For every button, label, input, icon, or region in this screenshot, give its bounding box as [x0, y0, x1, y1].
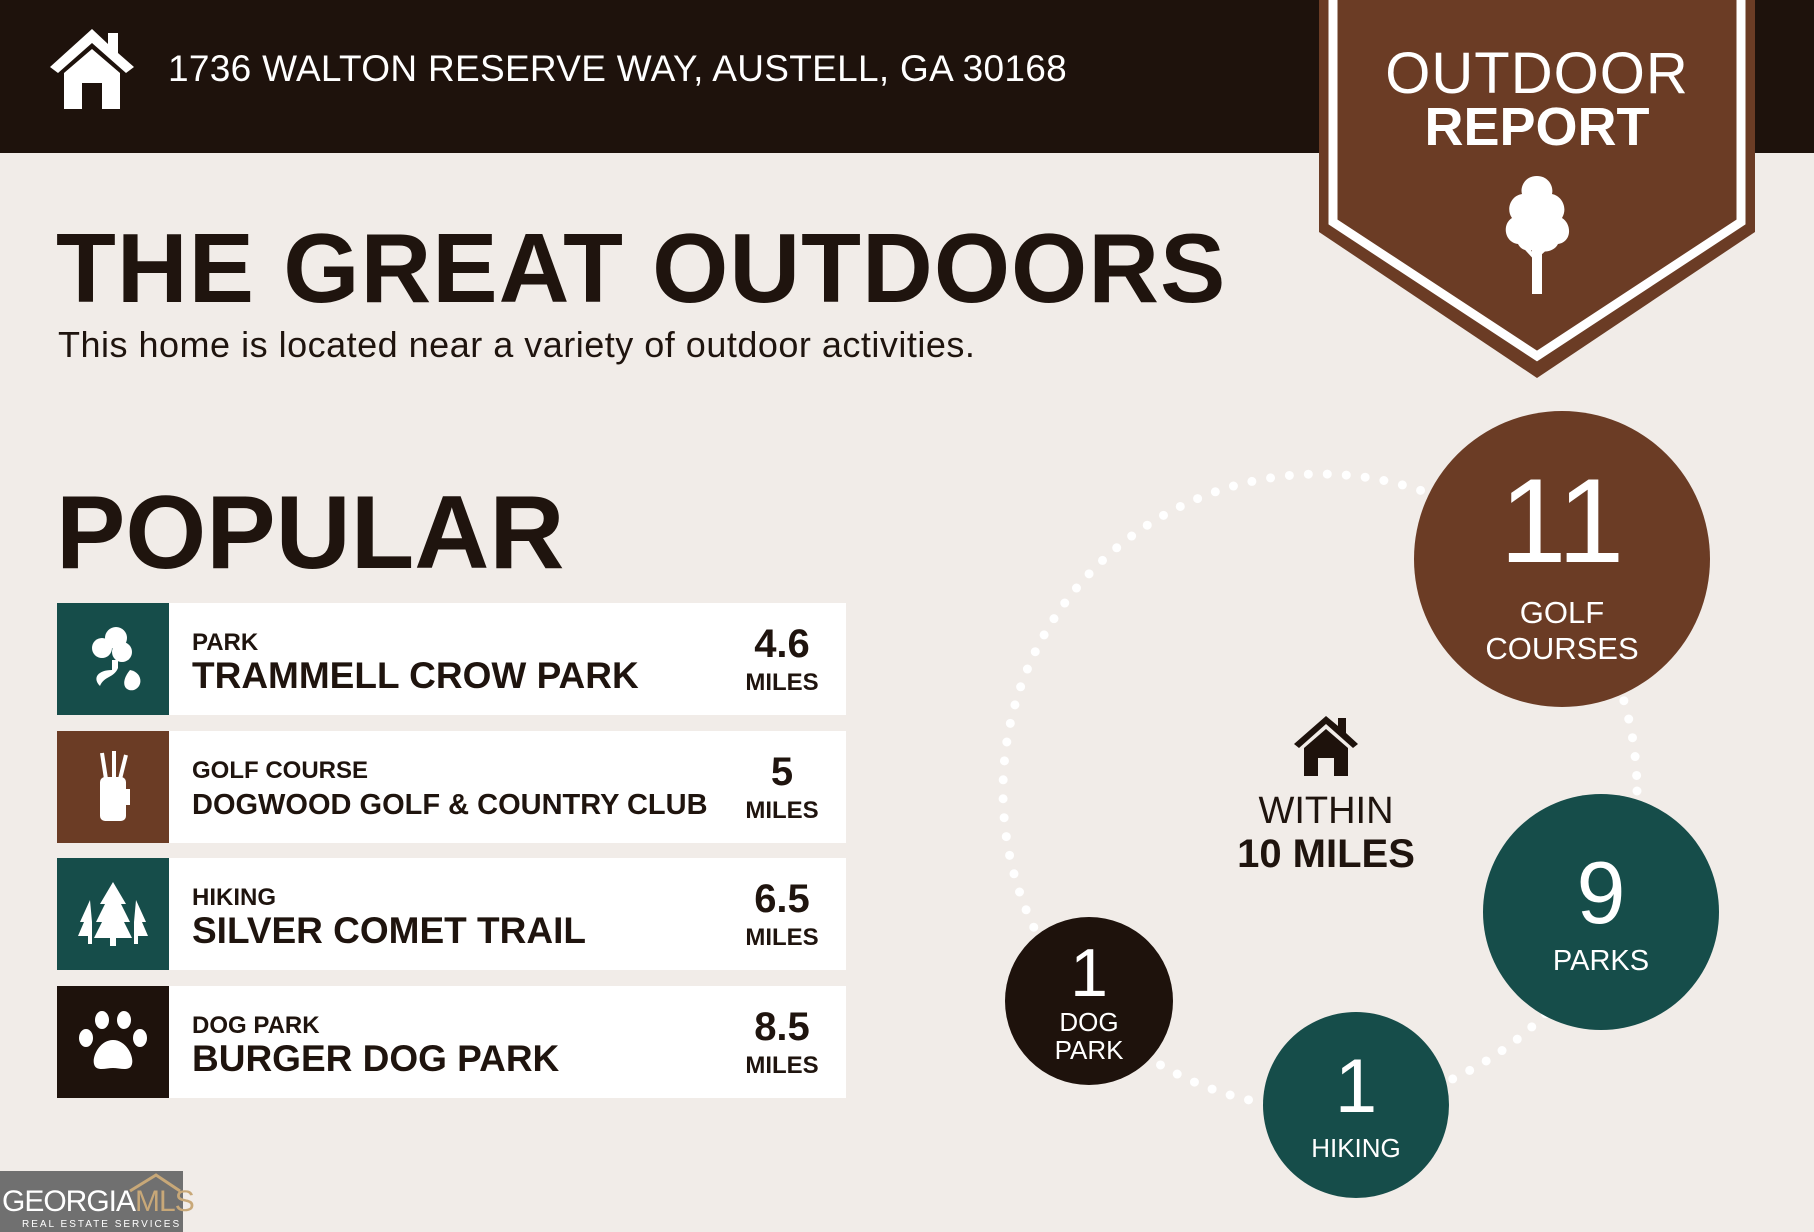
- count: 1: [1070, 935, 1108, 1011]
- item-name: BURGER DOG PARK: [192, 1038, 560, 1079]
- golf-bag-icon: [57, 731, 169, 843]
- within-label: WITHIN: [1258, 790, 1394, 832]
- item-unit: MILES: [745, 669, 819, 696]
- logo-text-accent: MLS: [135, 1185, 195, 1218]
- item-distance: 6.5: [754, 877, 810, 921]
- home-center-icon: [1294, 716, 1358, 776]
- item-distance: 5: [770, 750, 794, 794]
- item-distance: 4.6: [754, 622, 810, 666]
- count-label: COURSES: [1485, 631, 1639, 666]
- item-distance: 8.5: [754, 1005, 810, 1049]
- badge-title-line2: REPORT: [1424, 97, 1650, 157]
- count-label: PARKS: [1552, 944, 1650, 977]
- count-label: GOLF: [1519, 595, 1605, 630]
- count: 9: [1576, 842, 1626, 942]
- hiking-count-circle: 1 HIKING: [1263, 1012, 1449, 1198]
- item-name: SILVER COMET TRAIL: [192, 910, 586, 951]
- badge-title-line1: OUTDOOR: [1385, 41, 1689, 106]
- item-name: DOGWOOD GOLF & COUNTRY CLUB: [192, 789, 708, 821]
- parks-count-circle: 9 PARKS: [1483, 794, 1719, 1030]
- list-item: GOLF COURSE DOGWOOD GOLF & COUNTRY CLUB …: [57, 731, 846, 843]
- address: 1736 WALTON RESERVE WAY, AUSTELL, GA 301…: [168, 48, 1067, 89]
- item-unit: MILES: [745, 924, 819, 951]
- page-title: THE GREAT OUTDOORS: [56, 213, 1227, 323]
- item-category: DOG PARK: [192, 1012, 320, 1039]
- count-label: PARK: [1054, 1035, 1124, 1065]
- item-category: GOLF COURSE: [192, 757, 369, 784]
- page-subtitle: This home is located near a variety of o…: [58, 324, 976, 365]
- item-unit: MILES: [745, 1052, 819, 1079]
- list-item: DOG PARK BURGER DOG PARK 8.5 MILES: [57, 986, 846, 1098]
- popular-heading: POPULAR: [56, 475, 565, 591]
- item-name: TRAMMELL CROW PARK: [192, 655, 639, 696]
- radius-label: 10 MILES: [1237, 832, 1415, 876]
- tree-icon: [1505, 176, 1570, 294]
- georgia-mls-logo: GEORGIAMLS REAL ESTATE SERVICES: [0, 1171, 195, 1232]
- count-label: HIKING: [1311, 1132, 1401, 1163]
- dog-park-count-circle: 1 DOG PARK: [1005, 917, 1173, 1085]
- item-category: PARK: [192, 629, 259, 656]
- count: 1: [1334, 1043, 1378, 1129]
- park-icon: [57, 603, 169, 715]
- list-item: HIKING SILVER COMET TRAIL 6.5 MILES: [57, 858, 846, 970]
- count: 11: [1499, 454, 1625, 588]
- item-category: HIKING: [192, 884, 276, 911]
- paw-icon: [57, 986, 169, 1098]
- house-icon: [50, 29, 134, 109]
- item-unit: MILES: [745, 797, 819, 824]
- list-item: PARK TRAMMELL CROW PARK 4.6 MILES: [57, 603, 846, 715]
- count-label: DOG: [1059, 1007, 1119, 1037]
- logo-tagline: REAL ESTATE SERVICES: [22, 1219, 182, 1230]
- roof-logo-mark: [129, 1173, 181, 1193]
- logo-text: GEORGIA: [2, 1185, 136, 1218]
- pine-trees-icon: [57, 858, 169, 970]
- golf-courses-count-circle: 11 GOLF COURSES: [1414, 411, 1710, 707]
